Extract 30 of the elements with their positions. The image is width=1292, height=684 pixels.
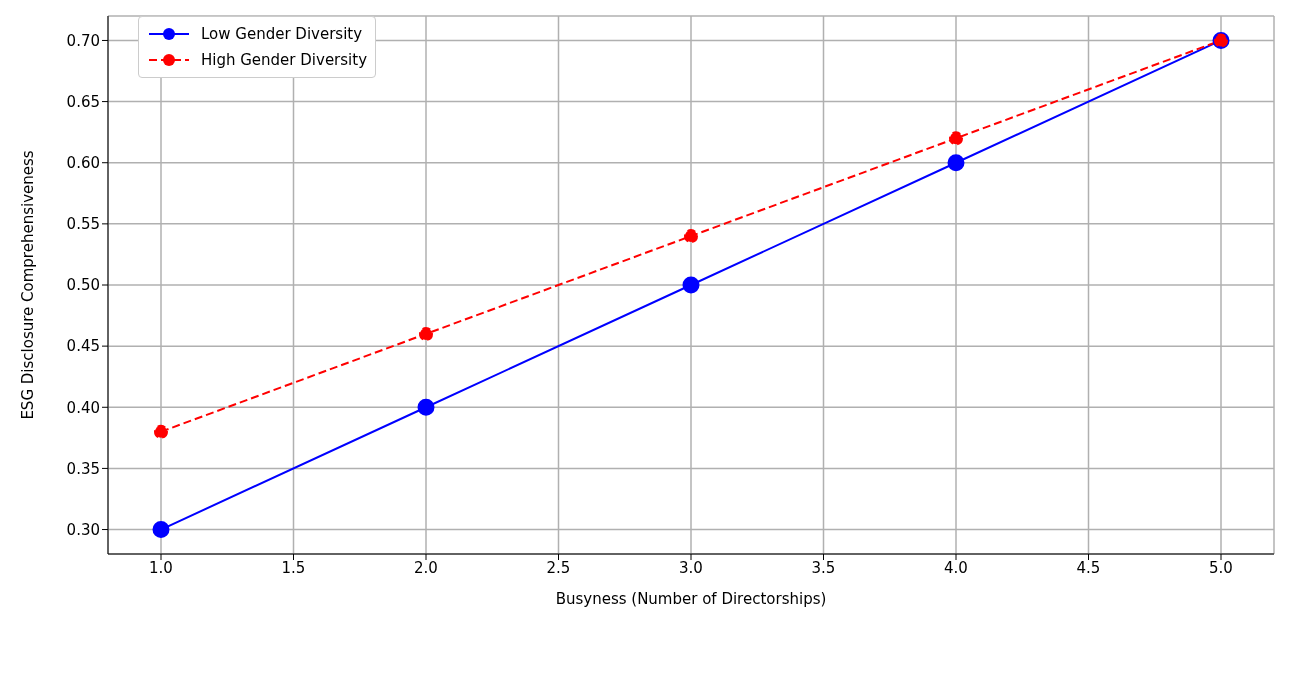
point xyxy=(949,131,963,146)
y-tick-label: 0.50 xyxy=(66,276,100,295)
x-tick-label: 1.5 xyxy=(281,558,306,577)
point xyxy=(947,154,965,172)
point xyxy=(154,424,168,439)
y-tick-label: 0.45 xyxy=(66,337,100,356)
legend-label: Low Gender Diversity xyxy=(201,25,363,43)
point xyxy=(682,276,700,294)
x-tick-label: 2.0 xyxy=(414,558,438,577)
x-tick-label: 3.0 xyxy=(679,558,703,577)
x-tick-label: 1.0 xyxy=(149,558,173,577)
y-tick-label: 0.35 xyxy=(66,459,100,478)
point xyxy=(419,326,433,341)
point xyxy=(417,398,435,416)
y-tick-label: 0.70 xyxy=(66,31,100,50)
y-tick-label: 0.60 xyxy=(66,154,100,173)
x-tick-label: 4.5 xyxy=(1076,558,1101,577)
legend-label: High Gender Diversity xyxy=(201,51,368,69)
x-axis-title: Busyness (Number of Directorships) xyxy=(555,590,827,608)
y-tick-label: 0.55 xyxy=(66,215,100,234)
x-tick-label: 5.0 xyxy=(1209,558,1233,577)
x-tick-label: 4.0 xyxy=(944,558,968,577)
x-tick-label: 2.5 xyxy=(546,558,571,577)
y-tick-label: 0.65 xyxy=(66,92,100,111)
y-tick-label: 0.30 xyxy=(66,520,100,539)
y-axis-title: ESG Disclosure Comprehensiveness xyxy=(19,150,38,420)
point xyxy=(684,229,698,244)
y-tick-label: 0.40 xyxy=(66,398,100,417)
x-tick-label: 3.5 xyxy=(811,558,836,577)
point xyxy=(152,521,170,539)
